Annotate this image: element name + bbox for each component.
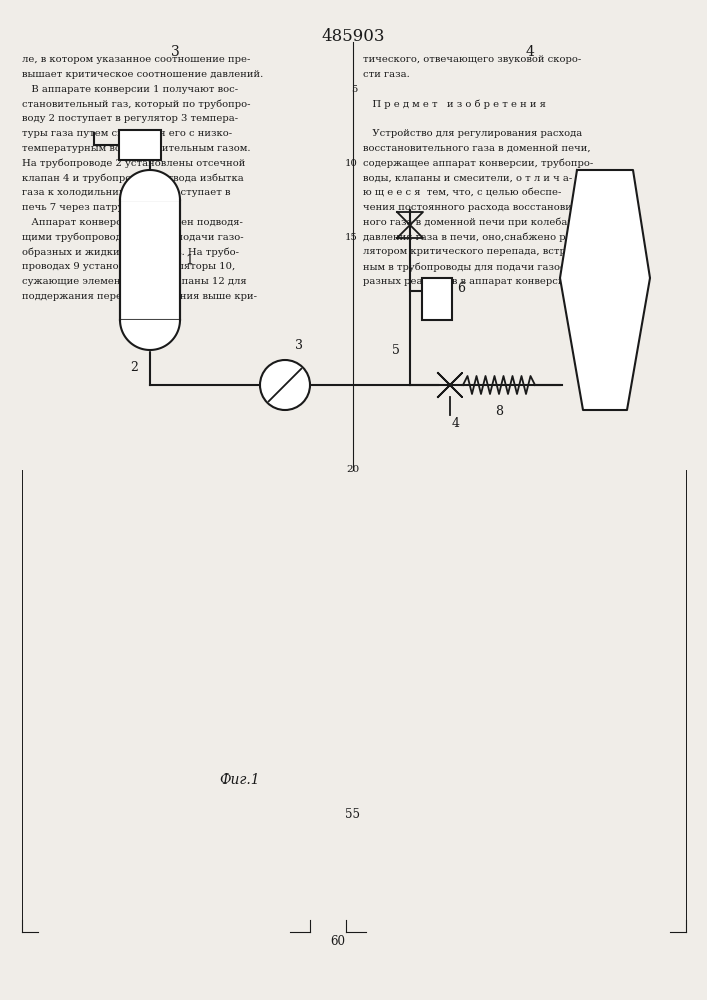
Text: 2: 2 [130, 361, 138, 374]
Bar [119, 130, 161, 160]
Text: чения постоянного расхода восстановитель-: чения постоянного расхода восстановитель… [363, 203, 599, 212]
Circle shape [260, 360, 310, 410]
Text: клапан 4 и трубопровод 5 отвода избытка: клапан 4 и трубопровод 5 отвода избытка [22, 173, 244, 183]
Text: ю щ е е с я  тем, что, с целью обеспе-: ю щ е е с я тем, что, с целью обеспе- [363, 188, 561, 197]
Text: температурным восстановительным газом.: температурным восстановительным газом. [22, 144, 250, 153]
Text: 10: 10 [345, 159, 358, 168]
Text: 60: 60 [330, 935, 345, 948]
Text: Аппарат конверсии 1 снабжен подводя-: Аппарат конверсии 1 снабжен подводя- [22, 218, 243, 227]
Text: 5: 5 [351, 85, 358, 94]
Text: становительный газ, который по трубопро-: становительный газ, который по трубопро- [22, 99, 250, 109]
Text: 20: 20 [346, 465, 360, 474]
Text: 3: 3 [170, 45, 180, 59]
Bar [120, 200, 180, 320]
Text: Фиг.1: Фиг.1 [220, 773, 260, 787]
Text: 4: 4 [525, 45, 534, 59]
Polygon shape [560, 170, 650, 410]
Text: туры газа путем смешения его с низко-: туры газа путем смешения его с низко- [22, 129, 232, 138]
Text: содержащее аппарат конверсии, трубопро-: содержащее аппарат конверсии, трубопро- [363, 159, 593, 168]
Text: ным в трубопроводы для подачи газооб-: ным в трубопроводы для подачи газооб- [363, 262, 575, 272]
Text: 3: 3 [296, 339, 303, 352]
Text: воду 2 поступает в регулятор 3 темпера-: воду 2 поступает в регулятор 3 темпера- [22, 114, 238, 123]
Text: восстановительного газа в доменной печи,: восстановительного газа в доменной печи, [363, 144, 590, 153]
Text: 8: 8 [495, 405, 503, 418]
Bar [422, 278, 452, 320]
Text: Устройство для регулирования расхода: Устройство для регулирования расхода [363, 129, 583, 138]
Text: ного газа в доменной печи при колебаниях: ного газа в доменной печи при колебаниях [363, 218, 592, 227]
Text: сти газа.: сти газа. [363, 70, 410, 79]
Text: На трубопроводе 2 установлены отсечной: На трубопроводе 2 установлены отсечной [22, 159, 245, 168]
Text: поддержания перепада давления выше кри-: поддержания перепада давления выше кри- [22, 292, 257, 301]
Text: воды, клапаны и смесители, о т л и ч а-: воды, клапаны и смесители, о т л и ч а- [363, 173, 572, 182]
Text: П р е д м е т   и з о б р е т е н и я: П р е д м е т и з о б р е т е н и я [363, 99, 546, 109]
Text: давления газа в печи, оно,снабжено регу-: давления газа в печи, оно,снабжено регу- [363, 233, 586, 242]
Text: разных реагентов в аппарат конверсии.: разных реагентов в аппарат конверсии. [363, 277, 574, 286]
Text: 4: 4 [452, 417, 460, 430]
Text: 15: 15 [345, 233, 358, 242]
Text: щими трубопроводами 9 для подачи газо-: щими трубопроводами 9 для подачи газо- [22, 233, 244, 242]
Text: тического, отвечающего звуковой скоро-: тического, отвечающего звуковой скоро- [363, 55, 581, 64]
Text: лятором критического перепада, встроен-: лятором критического перепада, встроен- [363, 247, 588, 256]
Text: сужающие элементы 11 и клапаны 12 для: сужающие элементы 11 и клапаны 12 для [22, 277, 247, 286]
Text: газа к холодильнику 6. Газ поступает в: газа к холодильнику 6. Газ поступает в [22, 188, 230, 197]
Text: ле, в котором указанное соотношение пре-: ле, в котором указанное соотношение пре- [22, 55, 250, 64]
Text: В аппарате конверсии 1 получают вос-: В аппарате конверсии 1 получают вос- [22, 85, 238, 94]
Text: 55: 55 [346, 808, 361, 822]
Text: 7: 7 [600, 283, 609, 297]
Text: печь 7 через патрубок 8.: печь 7 через патрубок 8. [22, 203, 154, 213]
Text: проводах 9 установлены регуляторы 10,: проводах 9 установлены регуляторы 10, [22, 262, 235, 271]
Text: 6: 6 [457, 282, 465, 296]
Text: вышает критическое соотношение давлений.: вышает критическое соотношение давлений. [22, 70, 263, 79]
Text: образных и жидких реагентов. На трубо-: образных и жидких реагентов. На трубо- [22, 247, 239, 257]
Text: 485903: 485903 [321, 28, 385, 45]
Text: 1: 1 [185, 253, 193, 266]
Text: 5: 5 [392, 344, 400, 357]
